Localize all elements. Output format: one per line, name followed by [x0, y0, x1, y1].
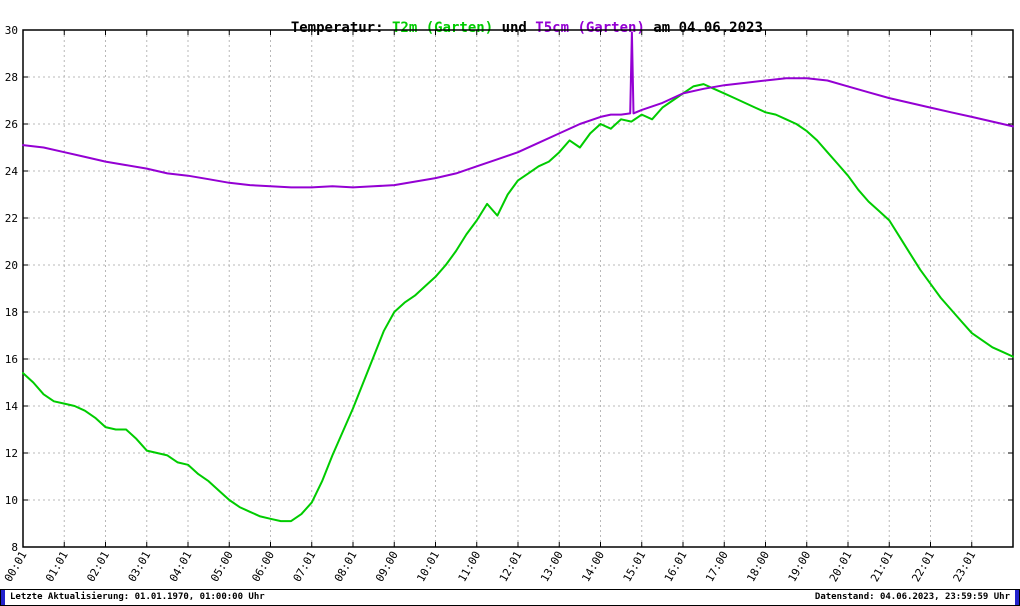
grid-lines [23, 30, 1013, 547]
svg-text:28: 28 [5, 71, 18, 84]
svg-text:12:01: 12:01 [497, 549, 525, 584]
svg-text:20:01: 20:01 [827, 549, 855, 584]
axis-ticks [22, 29, 1013, 548]
footer-left-accent [1, 590, 5, 605]
svg-text:20: 20 [5, 259, 18, 272]
svg-text:8: 8 [11, 541, 18, 554]
series-line-t5cm [22, 31, 1014, 189]
title-suffix: am 04.06.2023 [644, 20, 763, 36]
svg-text:16:01: 16:01 [662, 549, 690, 584]
title-series-t5cm: T5cm (Garten) [535, 20, 645, 36]
svg-text:10:01: 10:01 [414, 549, 442, 584]
y-axis-labels: 8 10 12 14 16 18 20 22 24 26 28 30 [5, 24, 19, 554]
last-update-text: Letzte Aktualisierung: 01.01.1970, 01:00… [10, 592, 265, 602]
plot-border [22, 29, 1014, 548]
data-state-text: Datenstand: 04.06.2023, 23:59:59 Uhr [814, 592, 1010, 602]
svg-text:17:00: 17:00 [703, 549, 731, 584]
svg-text:14:00: 14:00 [579, 549, 607, 584]
svg-text:30: 30 [5, 24, 18, 37]
chart-title: Temperatur: T2m (Garten) und T5cm (Garte… [0, 4, 1020, 52]
svg-text:11:00: 11:00 [456, 549, 484, 584]
svg-text:06:00: 06:00 [249, 549, 277, 584]
svg-text:09:00: 09:00 [373, 549, 401, 584]
svg-text:08:01: 08:01 [332, 549, 360, 584]
title-mid: und [493, 20, 536, 36]
footer-right-accent [1015, 590, 1019, 605]
svg-text:18: 18 [5, 306, 18, 319]
svg-text:12: 12 [5, 447, 18, 460]
title-prefix: Temperatur: [290, 20, 392, 36]
svg-text:24: 24 [5, 165, 19, 178]
svg-text:15:01: 15:01 [621, 549, 649, 584]
svg-text:02:01: 02:01 [84, 549, 112, 584]
x-axis-labels: 00:01 01:01 02:01 03:01 04:01 05:00 06:00 07:01… [2, 549, 979, 584]
svg-text:07:01: 07:01 [291, 549, 319, 584]
status-bar: Letzte Aktualisierung: 01.01.1970, 01:00… [0, 589, 1020, 606]
svg-text:16: 16 [5, 353, 18, 366]
svg-text:22:01: 22:01 [909, 549, 937, 584]
svg-text:00:01: 00:01 [2, 549, 30, 584]
svg-text:26: 26 [5, 118, 18, 131]
series-line-t2m [22, 83, 1014, 523]
svg-text:19:00: 19:00 [786, 549, 814, 584]
svg-text:23:01: 23:01 [951, 549, 979, 584]
svg-text:10: 10 [5, 494, 18, 507]
svg-text:18:00: 18:00 [744, 549, 772, 584]
temperature-line-chart: 8 10 12 14 16 18 20 22 24 26 28 30 00:01 01:01 02:01 03… [2, 24, 1014, 584]
svg-text:05:00: 05:00 [208, 549, 236, 584]
svg-text:14: 14 [5, 400, 19, 413]
svg-text:01:01: 01:01 [43, 549, 71, 584]
svg-text:21:01: 21:01 [868, 549, 896, 584]
svg-text:13:00: 13:00 [538, 549, 566, 584]
svg-text:03:01: 03:01 [126, 549, 154, 584]
svg-text:22: 22 [5, 212, 18, 225]
svg-text:04:01: 04:01 [167, 549, 195, 584]
